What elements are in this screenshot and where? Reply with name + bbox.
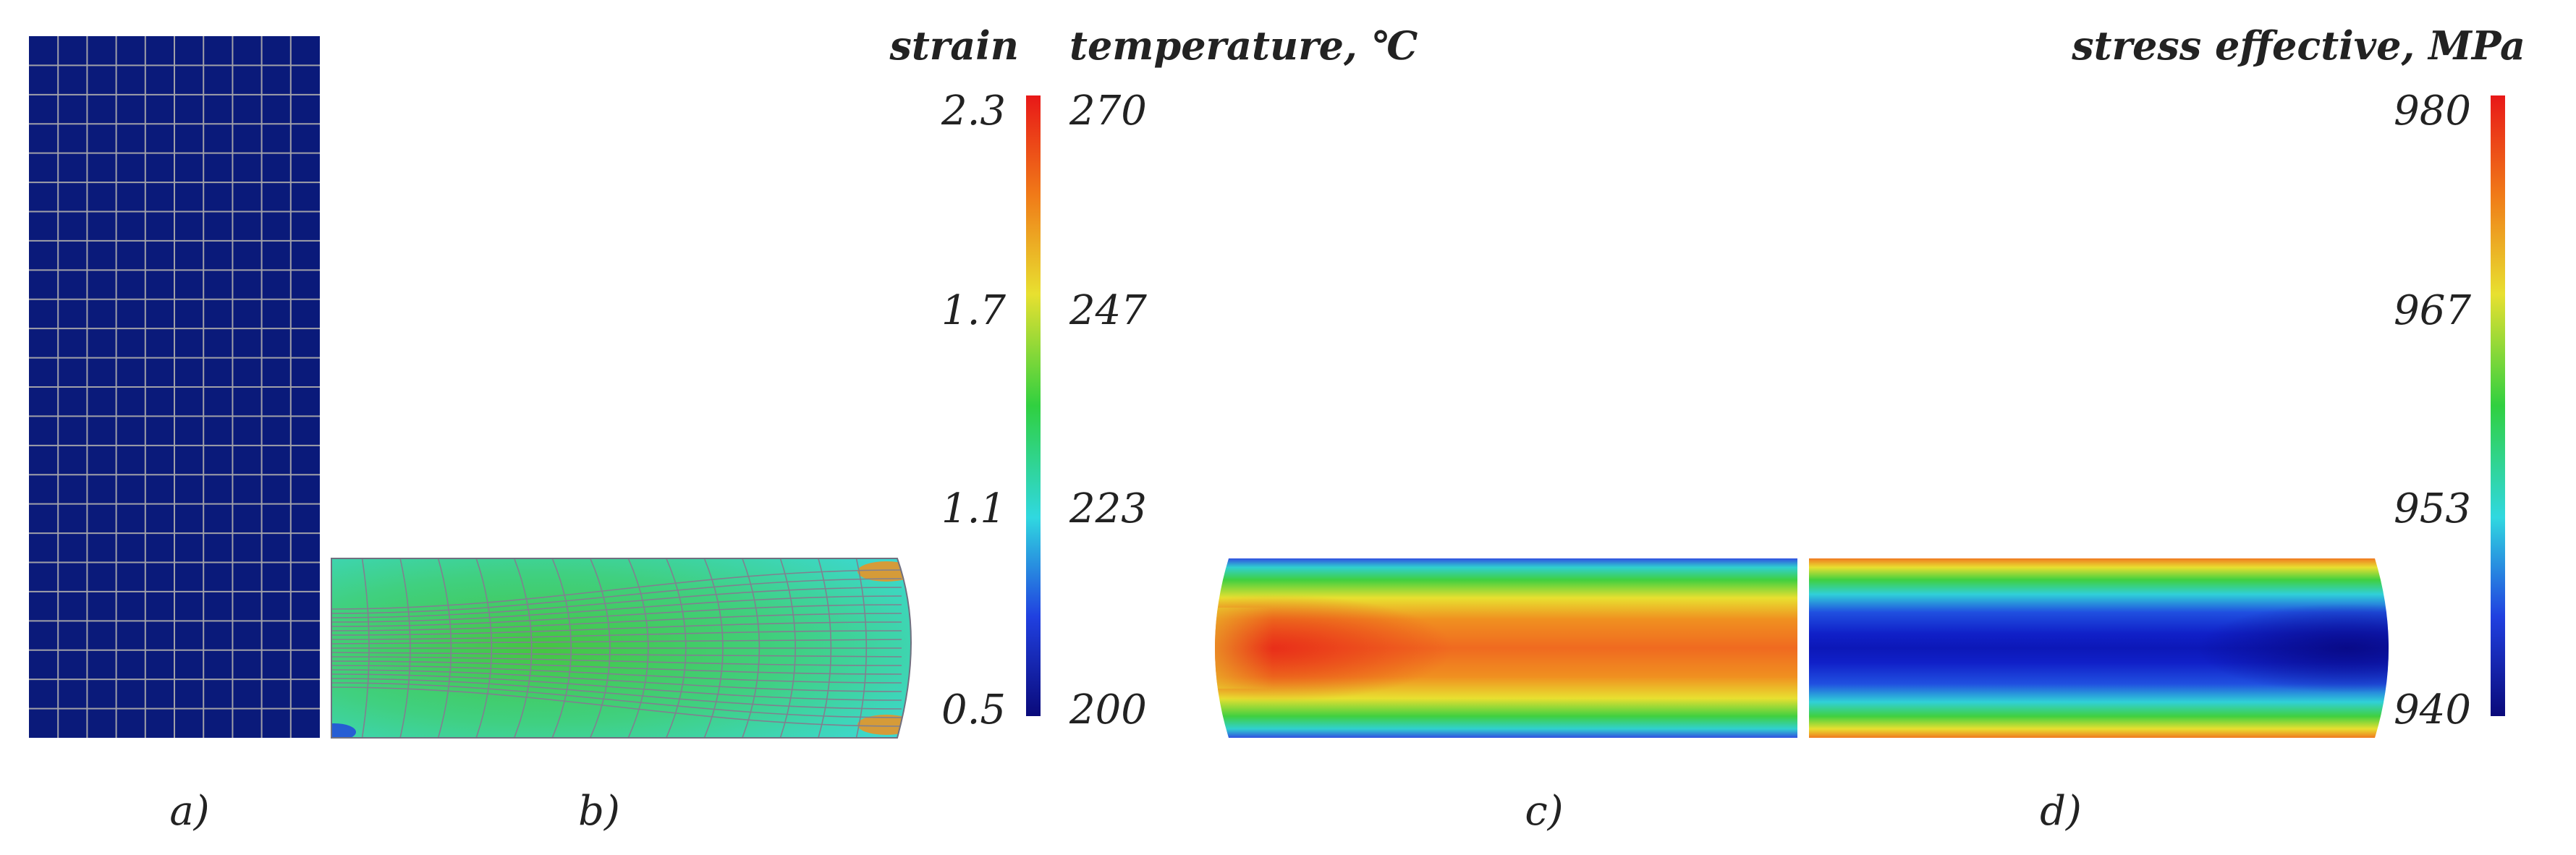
mesh-line [331,652,902,658]
stress-tick-label: 980 [2394,88,2471,135]
mesh-line [331,613,902,631]
temperature-tick-label: 223 [1069,485,1147,532]
mesh-line [331,604,902,627]
panel-b-deformed-mesh [331,558,912,739]
strain-tick-label: 0.5 [941,686,1006,733]
temperature-tick-label: 200 [1069,686,1147,733]
panel-d-stress-field [1809,558,2389,738]
colorbar-stress [2491,95,2505,716]
colorbar-strain-temperature [1026,95,1041,716]
stress-tick-label: 967 [2394,287,2471,334]
temperature-tick-label: 270 [1069,88,1147,135]
mesh-line [331,578,902,614]
temperature-ticks: 270 247 223 200 [1069,88,1147,733]
caption-d: d) [2040,788,2082,835]
panel-a-mesh [29,36,320,738]
caption-a: a) [169,788,209,835]
stress-ticks: 980 967 953 940 [2394,88,2471,733]
mesh-line [331,686,902,727]
mesh-line [331,673,902,701]
mesh-line [331,569,902,610]
mesh-line [331,665,902,684]
mesh-line [331,660,902,675]
strain-tick-label: 1.7 [941,287,1006,334]
mesh-line [331,639,902,645]
mesh-line [331,656,902,666]
caption-b: b) [578,788,620,835]
stress-title: stress effective, MPa [2071,22,2525,69]
caption-c: c) [1525,788,1563,835]
mesh-line [331,682,902,718]
stress-tick-label: 940 [2394,686,2471,733]
mesh-line [331,587,902,618]
temperature-tick-label: 247 [1069,287,1147,334]
strain-tick-label: 1.1 [941,485,1006,532]
mesh-line [331,669,902,692]
strain-tick-label: 2.3 [941,88,1006,135]
mesh-line [331,595,902,623]
strain-title: strain [889,22,1019,69]
strain-ticks: 2.3 1.7 1.1 0.5 [941,88,1006,733]
panel-c-temperature-field [1215,558,1797,738]
mesh-line [331,630,902,640]
mesh-line [331,678,902,710]
stress-tick-label: 953 [2394,485,2471,532]
mesh-line [331,621,902,636]
temperature-title: temperature, ℃ [1069,22,1418,69]
